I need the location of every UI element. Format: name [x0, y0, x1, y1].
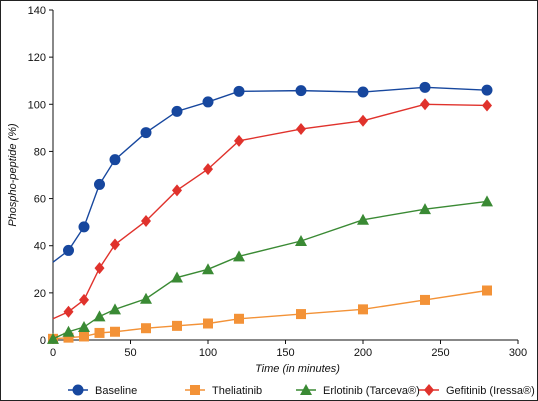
data-point-gefitinib-iressa — [79, 293, 89, 306]
data-point-erlotinib-tarceva — [140, 292, 152, 304]
data-point-theliatinib — [234, 313, 244, 324]
series-line-erlotinib-tarceva — [52, 200, 488, 340]
data-point-baseline — [202, 96, 214, 108]
data-point-erlotinib-tarceva — [109, 303, 121, 315]
data-point-theliatinib — [358, 304, 368, 315]
x-tick-label: 150 — [276, 347, 294, 359]
y-tick-label: 40 — [34, 241, 46, 253]
data-point-erlotinib-tarceva — [171, 271, 183, 283]
data-point-baseline — [357, 86, 369, 98]
data-point-gefitinib-iressa — [358, 114, 368, 127]
series-line-baseline — [52, 86, 488, 263]
series-theliatinib — [48, 285, 492, 344]
data-point-theliatinib — [420, 294, 430, 305]
data-point-erlotinib-tarceva — [78, 321, 90, 333]
legend-item-theliatinib: Theliatinib — [185, 385, 262, 397]
legend-marker — [72, 384, 84, 396]
data-point-baseline — [63, 244, 74, 256]
x-tick-label: 250 — [431, 347, 449, 359]
x-axis-title: Time (in minutes) — [255, 363, 340, 375]
x-tick-label: 50 — [124, 347, 136, 359]
data-point-gefitinib-iressa — [482, 99, 492, 112]
y-tick-label: 80 — [34, 146, 46, 158]
data-point-erlotinib-tarceva — [47, 332, 59, 344]
data-point-theliatinib — [203, 318, 213, 329]
data-point-baseline — [109, 154, 121, 166]
y-tick-label: 0 — [40, 335, 46, 347]
data-point-baseline — [171, 105, 183, 117]
legend-marker — [424, 384, 434, 396]
data-point-theliatinib — [296, 309, 306, 320]
series-gefitinib-iressa — [52, 98, 492, 320]
data-point-erlotinib-tarceva — [62, 325, 75, 337]
data-point-theliatinib — [172, 320, 182, 331]
x-tick-label: 100 — [199, 347, 217, 359]
data-point-baseline — [233, 85, 245, 97]
data-point-erlotinib-tarceva — [419, 203, 431, 215]
data-point-erlotinib-tarceva — [93, 310, 106, 322]
data-point-baseline — [140, 127, 152, 139]
data-point-theliatinib — [141, 323, 151, 334]
data-point-baseline — [94, 178, 105, 190]
y-tick-label: 100 — [28, 99, 46, 111]
data-point-erlotinib-tarceva — [481, 195, 493, 207]
x-tick-label: 200 — [354, 347, 372, 359]
series-baseline — [52, 81, 493, 263]
data-point-theliatinib — [94, 327, 105, 338]
x-tick-label: 0 — [50, 347, 56, 359]
data-point-theliatinib — [110, 326, 120, 337]
y-tick-label: 140 — [28, 5, 46, 17]
series-erlotinib-tarceva — [47, 195, 493, 344]
y-tick-label: 20 — [34, 288, 46, 300]
data-point-gefitinib-iressa — [94, 262, 105, 275]
legend-item-baseline: Baseline — [68, 384, 137, 397]
legend-label: Gefitinib (Iressa®) — [446, 385, 535, 397]
data-point-baseline — [481, 84, 493, 96]
data-point-baseline — [295, 85, 307, 97]
x-tick-label: 300 — [509, 347, 527, 359]
legend-item-gefitinib-iressa: Gefitinib (Iressa®) — [419, 384, 535, 397]
data-point-gefitinib-iressa — [234, 134, 244, 147]
data-point-erlotinib-tarceva — [233, 250, 245, 262]
legend-item-erlotinib-tarceva: Erlotinib (Tarceva®) — [296, 384, 420, 397]
data-point-gefitinib-iressa — [420, 98, 430, 111]
legend-label: Theliatinib — [212, 385, 262, 397]
data-point-gefitinib-iressa — [203, 163, 213, 176]
data-point-theliatinib — [79, 331, 89, 342]
data-point-gefitinib-iressa — [63, 305, 74, 318]
y-tick-label: 120 — [28, 52, 46, 64]
legend-marker — [300, 384, 312, 395]
legend: Baseline Theliatinib Erlotinib (Tarceva®) G… — [68, 384, 535, 397]
data-point-erlotinib-tarceva — [357, 213, 369, 225]
y-tick-label: 60 — [34, 194, 46, 206]
data-point-theliatinib — [63, 332, 74, 343]
legend-marker — [190, 385, 200, 395]
data-point-gefitinib-iressa — [110, 238, 120, 251]
data-point-baseline — [419, 81, 431, 93]
data-point-gefitinib-iressa — [296, 123, 306, 136]
data-point-gefitinib-iressa — [172, 184, 182, 197]
legend-label: Erlotinib (Tarceva®) — [323, 385, 420, 397]
data-point-gefitinib-iressa — [141, 214, 151, 227]
data-point-erlotinib-tarceva — [202, 263, 214, 275]
data-point-theliatinib — [482, 285, 492, 296]
legend-label: Baseline — [95, 385, 137, 397]
y-axis-title: Phospho-peptide (%) — [7, 123, 19, 227]
data-point-baseline — [78, 221, 90, 233]
data-point-erlotinib-tarceva — [295, 235, 307, 246]
